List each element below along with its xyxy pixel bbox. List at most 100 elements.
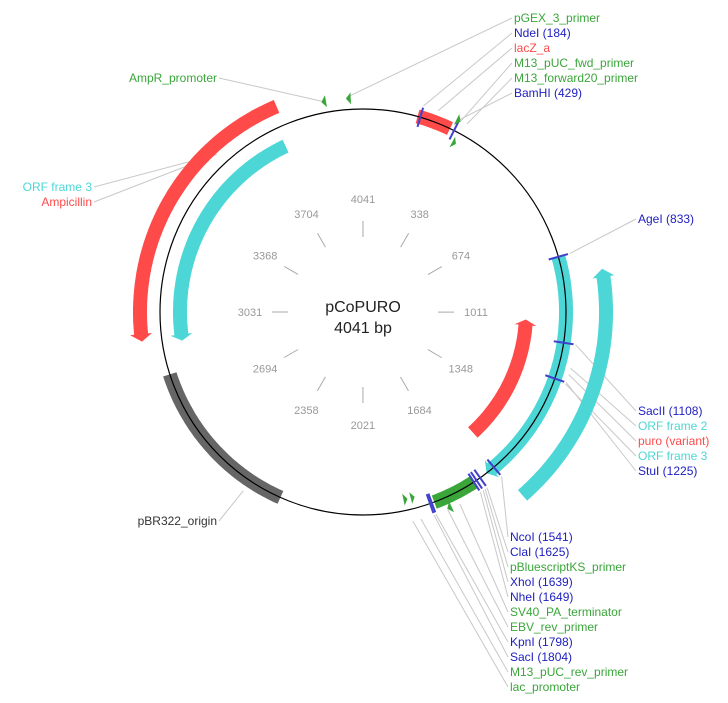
leader-line — [437, 47, 513, 111]
label-ndei-184: NdeI (184) — [514, 26, 571, 40]
tick-label: 674 — [452, 251, 470, 263]
cut-xhoi-1639 — [470, 471, 483, 490]
marker-m13-forward20-primer — [449, 136, 456, 148]
leader-line — [569, 218, 637, 254]
label-ampr-promoter: AmpR_promoter — [129, 71, 217, 85]
enzyme-cut-marks — [416, 107, 574, 514]
marker-m13-puc-rev-primer — [409, 492, 415, 504]
marker-lac-promoter — [402, 493, 408, 506]
feature-arcs — [130, 100, 615, 509]
cut-nhei-1649 — [467, 473, 481, 491]
marker-m13-puc-fwd-primer — [453, 114, 461, 125]
label-xhoi-1639: XhoI (1639) — [510, 575, 573, 589]
cut-clai-1625 — [473, 469, 487, 487]
marker-ebv-rev-primer — [447, 501, 455, 513]
label-pbr322-origin: pBR322_origin — [138, 514, 217, 528]
cut-stui-1225 — [545, 374, 565, 383]
tick-label: 4041 — [351, 194, 375, 206]
leader-line — [218, 77, 322, 102]
leader-line — [447, 509, 509, 628]
label-ampicillin: Ampicillin — [41, 195, 92, 209]
tick-label: 3704 — [294, 209, 318, 221]
leader-line — [423, 32, 513, 107]
label-m13-puc-fwd-primer: M13_pUC_fwd_primer — [514, 56, 634, 70]
label-puro-variant: puro (variant) — [638, 434, 709, 448]
cut-saci-1804 — [425, 493, 435, 514]
tick-mark — [317, 232, 326, 248]
label-saci-1804: SacI (1804) — [510, 650, 572, 664]
leader-line — [435, 514, 509, 643]
feature-puro-variant — [468, 319, 537, 438]
tick-mark — [400, 376, 409, 392]
tick-label: 3368 — [253, 250, 277, 262]
tick-label: 1348 — [449, 364, 473, 376]
tick-mark — [427, 349, 442, 359]
leader-line — [412, 520, 509, 688]
label-nhei-1649: NheI (1649) — [510, 590, 573, 604]
cut-bamhi-429 — [448, 121, 460, 140]
label-stui-1225: StuI (1225) — [638, 464, 697, 478]
label-bamhi-429: BamHI (429) — [514, 86, 582, 100]
leader-line — [482, 490, 509, 583]
marker-ampr-promoter — [321, 95, 327, 108]
leader-line — [218, 490, 244, 522]
feature-orf-frame-3 — [517, 268, 615, 501]
tick-mark — [283, 349, 299, 358]
leader-lines — [93, 17, 637, 688]
label-ebv-rev-primer: EBV_rev_primer — [510, 620, 598, 634]
primer-markers — [321, 92, 461, 513]
feature-ampicillin — [130, 100, 280, 342]
feature-orf-frame-3 — [170, 139, 289, 341]
tick-label: 3031 — [238, 307, 262, 319]
tick-label: 338 — [411, 209, 429, 221]
tick-mark — [316, 376, 326, 392]
leader-line — [459, 92, 513, 121]
leader-line — [345, 17, 513, 99]
label-m13-forward20-primer: M13_forward20_primer — [514, 71, 638, 85]
leader-line — [486, 487, 509, 553]
cut-kpni-1798 — [427, 493, 437, 513]
tick-label: 1684 — [407, 405, 431, 417]
tick-label: 2021 — [351, 420, 375, 432]
label-m13-puc-rev-primer: M13_pUC_rev_primer — [510, 665, 628, 679]
label-sacii-1108: SacII (1108) — [638, 404, 702, 418]
cut-ndei-184 — [416, 107, 425, 128]
tick-label: 1011 — [464, 307, 488, 319]
cut-ncoi-1541 — [486, 458, 502, 476]
leader-line — [433, 514, 509, 658]
leader-line — [459, 503, 509, 613]
leader-line — [466, 77, 513, 125]
label-pbluescriptks-primer: pBluescriptKS_primer — [510, 560, 626, 574]
leader-line — [479, 491, 509, 598]
label-agei-833: AgeI (833) — [638, 212, 694, 226]
label-lac-promoter: lac_promoter — [510, 680, 580, 694]
tick-label: 2358 — [294, 405, 318, 417]
leader-line — [501, 476, 509, 538]
leader-line — [570, 367, 637, 427]
tick-mark — [283, 266, 299, 275]
cut-agei-833 — [548, 253, 569, 261]
leader-line — [568, 374, 637, 442]
plasmid-size: 4041 bp — [334, 320, 392, 337]
tick-mark — [427, 266, 443, 275]
cut-sacii-1108 — [553, 340, 574, 346]
label-orf-frame-3: ORF frame 3 — [638, 449, 708, 463]
feature-orf-frame-2 — [484, 255, 573, 478]
leader-line — [420, 518, 509, 673]
tick-label: 2694 — [253, 364, 277, 376]
plasmid-name: pCoPURO — [325, 299, 401, 316]
leader-line — [484, 488, 509, 568]
plasmid-backbone — [159, 108, 567, 516]
feature-pbr322-origin — [163, 372, 284, 504]
tick-mark — [400, 233, 410, 248]
label-pgex-3-primer: pGEX_3_primer — [514, 11, 600, 25]
label-clai-1625: ClaI (1625) — [510, 545, 569, 559]
marker-pgex-3-primer — [346, 92, 351, 105]
label-ncoi-1541: NcoI (1541) — [510, 530, 573, 544]
label-orf-frame-3: ORF frame 3 — [23, 180, 93, 194]
leader-line — [565, 382, 637, 472]
leader-line — [575, 344, 637, 412]
label-sv40-pa-terminator: SV40_PA_terminator — [510, 605, 622, 619]
